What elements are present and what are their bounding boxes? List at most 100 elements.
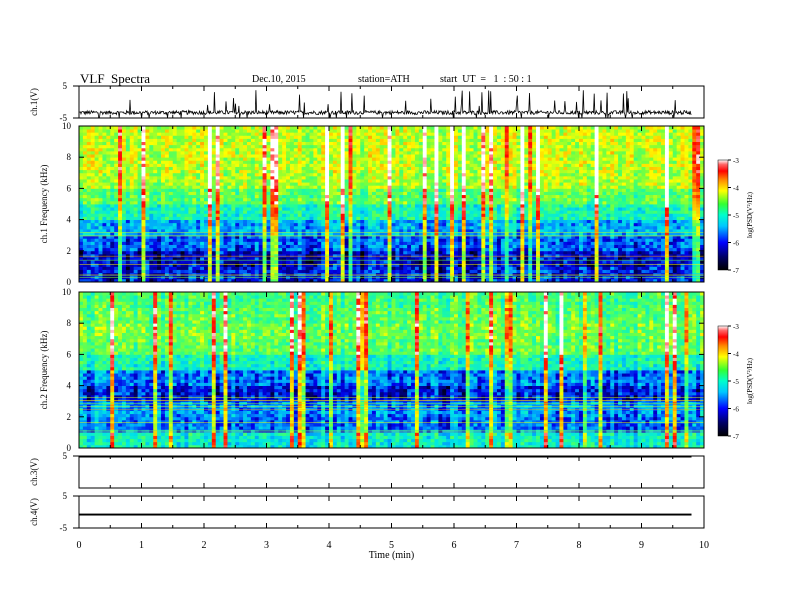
- heatmap-cell: [637, 278, 642, 283]
- heatmap-cell: [289, 228, 295, 233]
- heatmap-cell: [274, 250, 279, 255]
- heatmap-cell: [461, 219, 467, 224]
- heatmap-cell: [403, 272, 408, 277]
- heatmap-cell: [418, 204, 424, 208]
- heatmap-cell: [442, 272, 447, 277]
- heatmap-cell: [297, 244, 303, 249]
- heatmap-cell: [282, 241, 287, 245]
- heatmap-cell: [254, 204, 260, 208]
- heatmap-cell: [422, 244, 428, 249]
- heatmap-cell: [137, 222, 142, 227]
- heatmap-cell: [645, 244, 650, 249]
- heatmap-cell: [653, 269, 658, 274]
- heatmap-cell: [520, 213, 525, 217]
- heatmap-cell: [442, 244, 447, 249]
- heatmap-cell: [625, 266, 631, 270]
- heatmap-cell: [680, 272, 685, 277]
- heatmap-cell: [508, 257, 513, 261]
- heatmap-cell: [180, 194, 185, 199]
- heatmap-cell: [489, 238, 494, 242]
- heatmap-cell: [551, 207, 556, 211]
- heatmap-cell: [621, 238, 627, 242]
- heatmap-cell: [582, 238, 588, 242]
- heatmap-cell: [164, 269, 170, 274]
- heatmap-cell: [641, 197, 646, 202]
- heatmap-cell: [352, 269, 357, 274]
- heatmap-cell: [496, 278, 502, 283]
- heatmap-cell: [340, 204, 346, 208]
- heatmap-cell: [528, 219, 533, 224]
- heatmap-cell: [430, 204, 435, 208]
- heatmap-cell: [313, 225, 318, 230]
- heatmap-cell: [582, 272, 588, 277]
- heatmap-cell: [204, 278, 209, 283]
- heatmap-cell: [598, 188, 603, 192]
- heatmap-cell: [207, 232, 213, 236]
- heatmap-cell: [606, 257, 611, 261]
- heatmap-cell: [403, 250, 408, 255]
- heatmap-cell: [684, 213, 689, 217]
- heatmap-cell: [125, 232, 131, 236]
- heatmap-cell: [590, 260, 596, 264]
- heatmap-cell: [411, 207, 416, 211]
- heatmap-cell: [293, 207, 299, 211]
- heatmap-cell: [180, 247, 185, 252]
- heatmap-cell: [106, 269, 111, 274]
- heatmap-cell: [196, 228, 201, 233]
- heatmap-cell: [102, 278, 107, 283]
- heatmap-cell: [321, 204, 326, 208]
- heatmap-cell: [383, 247, 388, 252]
- heatmap-cell: [598, 204, 603, 208]
- heatmap-cell: [559, 260, 564, 264]
- heatmap-cell: [289, 263, 295, 267]
- heatmap-cell: [192, 216, 197, 220]
- heatmap-cell: [246, 238, 252, 242]
- heatmap-cell: [520, 200, 525, 205]
- heatmap-cell: [567, 238, 572, 242]
- heatmap-cell: [625, 263, 631, 267]
- heatmap-cell: [418, 213, 424, 217]
- heatmap-cell: [332, 185, 338, 189]
- heatmap-cell: [536, 210, 541, 214]
- heatmap-cell: [172, 225, 178, 230]
- heatmap-cell: [332, 269, 338, 274]
- heatmap-cell: [329, 260, 334, 264]
- heatmap-cell: [500, 228, 506, 233]
- heatmap-cell: [618, 253, 623, 258]
- heatmap-cell: [246, 200, 252, 205]
- heatmap-cell: [184, 278, 189, 283]
- heatmap-cell: [387, 207, 392, 211]
- heatmap-cell: [520, 257, 525, 261]
- heatmap-cell: [321, 257, 326, 261]
- heatmap-cell: [700, 238, 705, 242]
- heatmap-cell: [414, 253, 420, 258]
- heatmap-cell: [438, 222, 443, 227]
- heatmap-cell: [180, 197, 185, 202]
- heatmap-cell: [82, 278, 88, 283]
- heatmap-cell: [219, 260, 224, 264]
- heatmap-cell: [153, 207, 158, 211]
- heatmap-cell: [231, 253, 236, 258]
- heatmap-cell: [211, 213, 217, 217]
- heatmap-cell: [344, 257, 349, 261]
- heatmap-cell: [239, 222, 244, 227]
- heatmap-cell: [469, 197, 474, 202]
- heatmap-cell: [407, 225, 412, 230]
- heatmap-cell: [645, 241, 650, 245]
- heatmap-cell: [625, 213, 631, 217]
- heatmap-cell: [250, 191, 256, 196]
- heatmap-cell: [121, 247, 127, 252]
- heatmap-cell: [352, 253, 357, 258]
- heatmap-cell: [422, 272, 428, 277]
- heatmap-cell: [485, 232, 490, 236]
- heatmap-cell: [125, 263, 131, 267]
- heatmap-cell: [332, 219, 338, 224]
- heatmap-cell: [309, 247, 314, 252]
- heatmap-cell: [258, 185, 263, 189]
- heatmap-cell: [180, 263, 185, 267]
- heatmap-cell: [446, 253, 451, 258]
- heatmap-cell: [641, 225, 646, 230]
- heatmap-cell: [473, 185, 478, 189]
- heatmap-cell: [325, 191, 330, 196]
- heatmap-cell: [239, 247, 244, 252]
